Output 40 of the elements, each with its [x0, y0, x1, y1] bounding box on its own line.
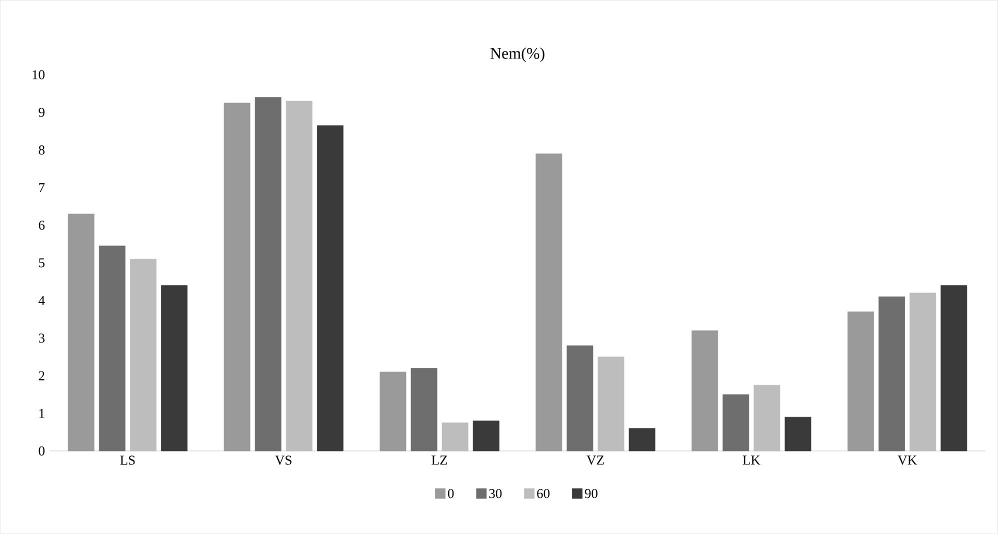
bar: [848, 312, 874, 452]
y-tick-label: 6: [38, 220, 45, 230]
bar: [692, 330, 718, 452]
bar: [316, 125, 344, 452]
x-tick-label: LZ: [432, 456, 448, 465]
y-tick-label: 9: [38, 108, 44, 118]
x-tick-label: VK: [898, 456, 917, 465]
bar: [224, 102, 250, 452]
x-tick-label: LS: [120, 456, 135, 465]
bar: [410, 368, 438, 452]
bar: [98, 246, 126, 452]
y-tick-label: 10: [32, 70, 45, 80]
y-tick-label: 4: [38, 296, 45, 306]
legend-label: 0: [448, 489, 454, 498]
bar: [722, 394, 750, 452]
bar: [940, 285, 968, 452]
y-tick-label: 2: [38, 371, 44, 380]
bar: [566, 346, 594, 452]
y-tick-label: 3: [38, 334, 44, 343]
legend-label: 30: [489, 489, 502, 498]
bar: [68, 214, 94, 452]
bar: [254, 97, 282, 452]
bar: [536, 154, 562, 452]
bar: [161, 285, 188, 452]
y-tick-label: 1: [39, 409, 44, 418]
legend-label: 90: [584, 489, 598, 498]
y-tick-label: 8: [38, 146, 45, 155]
bar: [878, 296, 906, 452]
bar: [472, 420, 500, 452]
chart-title: Nem(%): [490, 48, 544, 62]
x-tick-label: VZ: [586, 456, 604, 465]
bar: [380, 372, 406, 452]
x-tick-label: LK: [742, 456, 760, 465]
y-tick-label: 5: [39, 258, 44, 268]
x-tick-label: VS: [275, 456, 292, 465]
bar: [784, 417, 812, 452]
y-tick-label: 7: [39, 183, 45, 192]
y-tick-label: 0: [38, 446, 45, 456]
bar: [628, 428, 656, 452]
legend-label: 60: [537, 489, 550, 498]
